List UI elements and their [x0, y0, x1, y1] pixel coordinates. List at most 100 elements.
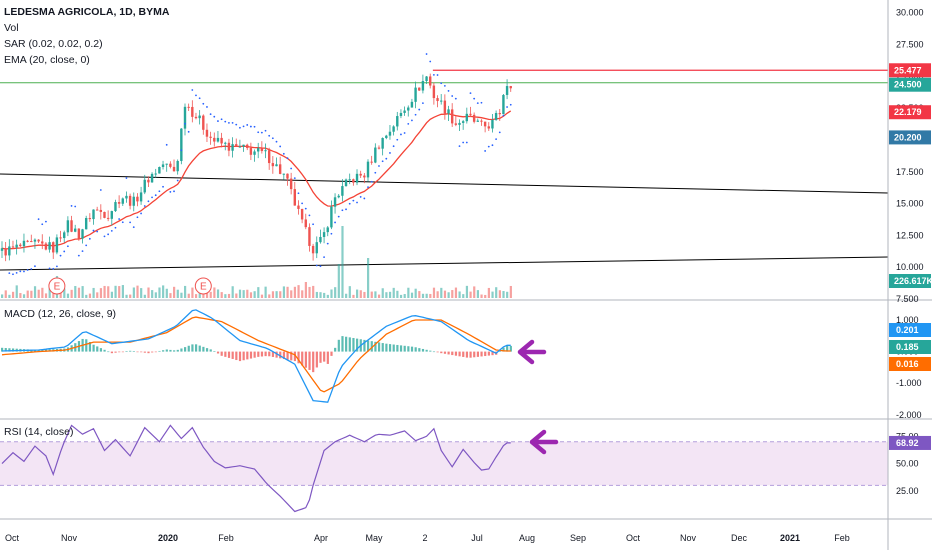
- macd-histogram-bar: [158, 350, 161, 352]
- volume-bar: [337, 264, 340, 298]
- volume-bar: [374, 291, 377, 298]
- volume-bar: [396, 290, 399, 298]
- price-tag[interactable]: [889, 105, 931, 120]
- volume-bar: [370, 291, 373, 298]
- candle-body: [505, 86, 509, 95]
- sar-dot: [56, 265, 58, 268]
- volume-bar: [253, 291, 256, 298]
- volume-bar: [41, 287, 44, 298]
- macd-histogram-bar: [381, 343, 384, 352]
- candle-body: [74, 228, 77, 232]
- volume-bar: [462, 294, 465, 298]
- macd-histogram-bar: [180, 348, 183, 352]
- sar-dot: [239, 126, 241, 129]
- volume-bar: [476, 290, 479, 298]
- volume-bar: [165, 288, 168, 298]
- macd-histogram-bar: [473, 351, 476, 358]
- sar-dot: [407, 122, 410, 125]
- volume-bar: [293, 286, 296, 298]
- price-tag[interactable]: [889, 130, 931, 145]
- volume-bar: [194, 294, 198, 298]
- trendline-lower[interactable]: [0, 256, 889, 271]
- price-tag[interactable]: [889, 77, 931, 92]
- macd-histogram-bar: [11, 348, 15, 352]
- earnings-event-label: E: [200, 282, 207, 293]
- rsi-line: [1, 424, 511, 513]
- sar-dot: [502, 114, 505, 117]
- rsi-value-tag[interactable]: [889, 435, 931, 450]
- candle-body: [165, 163, 168, 165]
- candle-body: [19, 244, 22, 247]
- volume-bar: [48, 286, 51, 298]
- candle-body: [315, 242, 318, 254]
- candle-body: [63, 232, 66, 239]
- macd-histogram-bar: [187, 345, 190, 352]
- macd-histogram-bar: [129, 350, 132, 352]
- sar-dot: [15, 271, 18, 274]
- sar-dot: [411, 119, 413, 122]
- macd-histogram-bar: [403, 345, 406, 352]
- candle-body: [147, 179, 150, 183]
- candle-body: [271, 163, 275, 167]
- candle-body: [407, 107, 410, 111]
- candle-body: [117, 202, 121, 204]
- volume-bar: [429, 293, 432, 298]
- volume-bar: [227, 293, 231, 298]
- sar-dot: [224, 120, 227, 123]
- sar-dot: [77, 254, 80, 257]
- volume-bar: [63, 288, 66, 298]
- time-axis-tick-label: Apr: [314, 533, 328, 543]
- candle-body: [183, 106, 187, 129]
- macd-value-tag[interactable]: [889, 340, 931, 354]
- volume-bar: [96, 292, 99, 298]
- price-tag[interactable]: [889, 274, 931, 288]
- volume-bar: [469, 291, 472, 298]
- candle-body: [66, 220, 70, 233]
- price-tag[interactable]: [889, 63, 931, 78]
- sar-dot: [85, 244, 88, 247]
- sar-dot: [348, 202, 351, 205]
- sar-dot: [491, 144, 494, 147]
- candle-body: [337, 195, 340, 198]
- volume-bar: [235, 293, 238, 298]
- candle-body: [278, 164, 282, 174]
- macd-pane[interactable]: [1, 309, 512, 403]
- macd-value-tag[interactable]: [889, 357, 931, 371]
- sar-dot: [96, 230, 99, 233]
- volume-bar: [326, 294, 329, 298]
- candle-body: [253, 151, 256, 155]
- rsi-pane[interactable]: [0, 424, 888, 513]
- macd-histogram-bar: [8, 348, 11, 352]
- macd-histogram-bar: [99, 348, 103, 352]
- candle-body: [374, 147, 377, 163]
- earnings-event-marker[interactable]: [194, 277, 212, 295]
- volume-bar: [345, 293, 348, 298]
- macd-histogram-bar: [165, 349, 168, 352]
- macd-histogram-bar: [388, 344, 392, 352]
- macd-histogram-bar: [312, 351, 315, 373]
- macd-histogram-bar: [447, 351, 450, 355]
- sar-dot: [447, 90, 450, 92]
- sar-dot: [330, 232, 333, 235]
- candle-body: [52, 242, 55, 253]
- time-axis-tick-label: 2020: [158, 533, 178, 543]
- sar-dot: [125, 177, 128, 179]
- macd-value-tag[interactable]: [889, 323, 931, 337]
- candle-body: [209, 136, 212, 138]
- volume-bar: [4, 290, 7, 298]
- earnings-event-marker[interactable]: [48, 277, 66, 295]
- candle-body: [121, 198, 124, 204]
- price-tag-label: 24.500: [894, 80, 922, 90]
- candle-body: [59, 237, 62, 239]
- candle-body: [333, 197, 337, 207]
- sar-dot: [220, 118, 223, 121]
- time-axis[interactable]: Oct Nov 2020 Feb Apr May 2 Jul Aug Sep Oct Nov Dec 20…: [5, 533, 850, 543]
- sar-dot: [48, 267, 51, 270]
- volume-bar: [443, 290, 447, 298]
- volume-bar: [367, 258, 370, 298]
- volume-bar: [308, 286, 311, 298]
